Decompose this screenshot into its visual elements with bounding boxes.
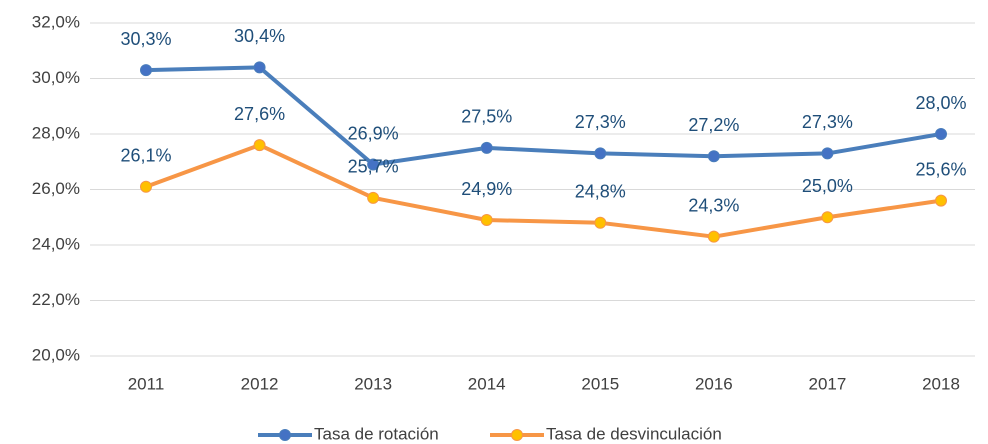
marker: [935, 128, 947, 140]
marker: [253, 61, 266, 74]
data-label: 25,6%: [915, 159, 966, 179]
marker: [821, 147, 834, 160]
marker: [707, 230, 720, 243]
y-tick-label: 28,0%: [32, 123, 80, 142]
data-label: 26,1%: [120, 145, 171, 165]
marker: [367, 191, 380, 204]
legend-label: Tasa de rotación: [314, 424, 439, 443]
data-label: 27,3%: [802, 112, 853, 132]
marker: [480, 141, 493, 154]
marker: [140, 180, 152, 193]
x-tick-label: 2016: [695, 374, 733, 393]
x-tick-label: 2017: [809, 374, 847, 393]
data-label: 24,3%: [688, 195, 739, 215]
data-label: 25,7%: [348, 157, 399, 177]
marker: [480, 214, 493, 227]
marker: [253, 139, 266, 152]
x-tick-label: 2011: [128, 374, 165, 393]
data-label: 27,3%: [575, 112, 626, 132]
marker: [140, 64, 152, 77]
data-label: 27,2%: [688, 115, 739, 135]
x-tick-label: 2013: [354, 374, 392, 393]
legend-marker: [511, 429, 523, 441]
y-tick-label: 24,0%: [32, 234, 80, 253]
marker: [707, 150, 720, 163]
marker: [935, 194, 947, 207]
data-label: 30,3%: [120, 29, 171, 49]
marker: [594, 216, 607, 229]
data-label: 27,6%: [234, 104, 285, 124]
x-tick-label: 2015: [581, 374, 619, 393]
data-label: 26,9%: [348, 123, 399, 143]
y-tick-label: 22,0%: [32, 290, 80, 309]
legend-label: Tasa de desvinculación: [546, 424, 722, 443]
data-label: 24,8%: [575, 182, 626, 202]
y-tick-label: 26,0%: [32, 179, 80, 198]
marker: [367, 158, 380, 171]
data-label: 24,9%: [461, 179, 512, 199]
marker: [594, 147, 607, 160]
x-tick-label: 2014: [468, 374, 506, 393]
data-label: 30,4%: [234, 26, 285, 46]
series-line: [145, 65, 942, 167]
y-tick-label: 30,0%: [32, 68, 80, 87]
data-label: 27,5%: [461, 107, 512, 127]
legend-marker: [279, 429, 291, 441]
x-tick-label: 2012: [241, 374, 279, 393]
series-line: [145, 143, 942, 239]
y-tick-label: 20,0%: [32, 345, 80, 364]
marker: [821, 211, 834, 224]
y-tick-label: 32,0%: [32, 12, 80, 31]
data-label: 25,0%: [802, 176, 853, 196]
data-label: 28,0%: [915, 93, 966, 113]
x-tick-label: 2018: [922, 374, 960, 393]
